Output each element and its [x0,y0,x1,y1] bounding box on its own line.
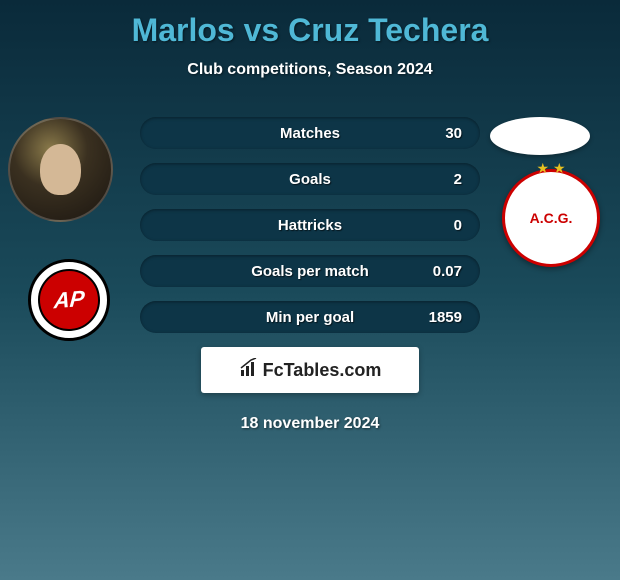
brand-logo: FcTables.com [201,347,419,393]
stat-value: 30 [422,125,462,142]
stat-bar: Hattricks 0 [140,209,480,241]
club-badge-left: AP [28,259,110,341]
stat-bar: Goals per match 0.07 [140,255,480,287]
stat-value: 0 [422,217,462,234]
stat-bar: Goals 2 [140,163,480,195]
chart-icon [239,358,259,383]
stat-bar: Min per goal 1859 [140,301,480,333]
player-photo-left [8,117,113,222]
comparison-content: AP ★ ★ A.C.G. Matches 30 Goals 2 Hattric… [0,109,620,433]
club-badge-right-initials: A.C.G. [530,211,573,225]
stat-value: 2 [422,171,462,188]
stat-bar: Matches 30 [140,117,480,149]
subtitle: Club competitions, Season 2024 [0,61,620,79]
date-text: 18 november 2024 [0,415,620,433]
stat-value: 0.07 [422,263,462,280]
club-badge-right: ★ ★ A.C.G. [502,169,600,267]
stat-label: Matches [158,125,422,142]
player-photo-right-placeholder [490,117,590,155]
star-icon: ★ ★ [505,160,597,177]
page-title: Marlos vs Cruz Techera [0,0,620,49]
club-badge-left-inner: AP [35,266,102,333]
club-badge-left-initials: AP [53,286,86,315]
stat-value: 1859 [422,309,462,326]
stat-label: Hattricks [158,217,422,234]
stat-label: Goals [158,171,422,188]
brand-text: FcTables.com [263,360,382,381]
stats-bars: Matches 30 Goals 2 Hattricks 0 Goals per… [140,109,480,333]
stat-label: Goals per match [158,263,422,280]
stat-label: Min per goal [158,309,422,326]
